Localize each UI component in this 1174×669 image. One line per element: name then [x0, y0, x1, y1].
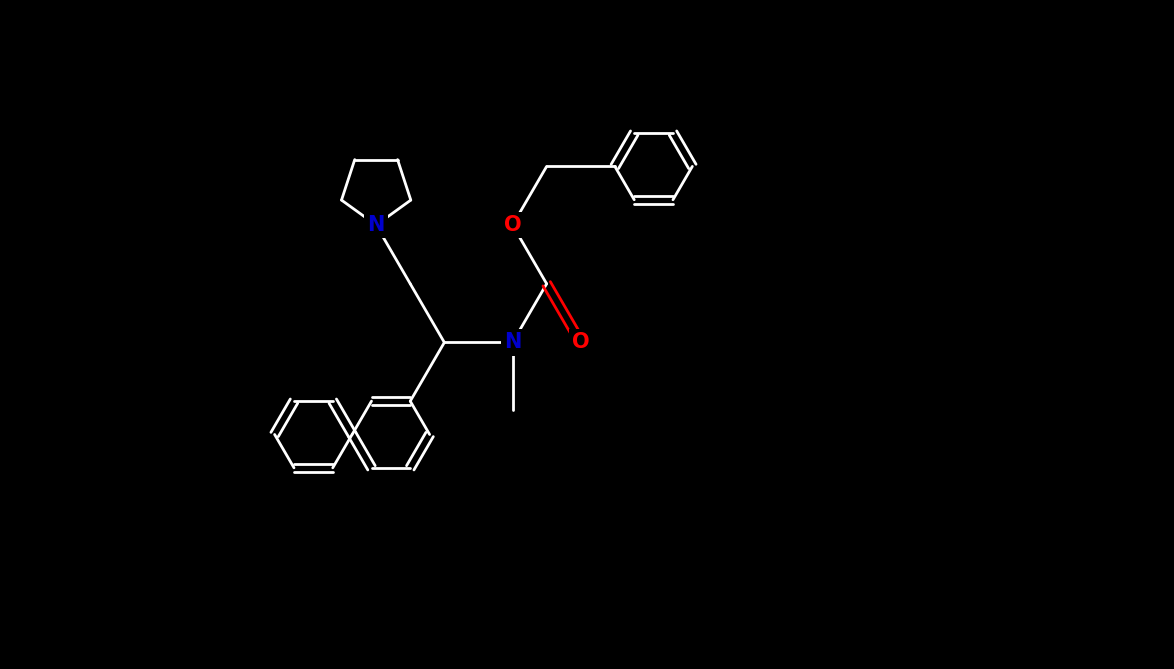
Text: O: O [572, 332, 589, 353]
Text: N: N [367, 215, 385, 235]
Text: N: N [504, 332, 521, 353]
Text: O: O [504, 215, 521, 235]
